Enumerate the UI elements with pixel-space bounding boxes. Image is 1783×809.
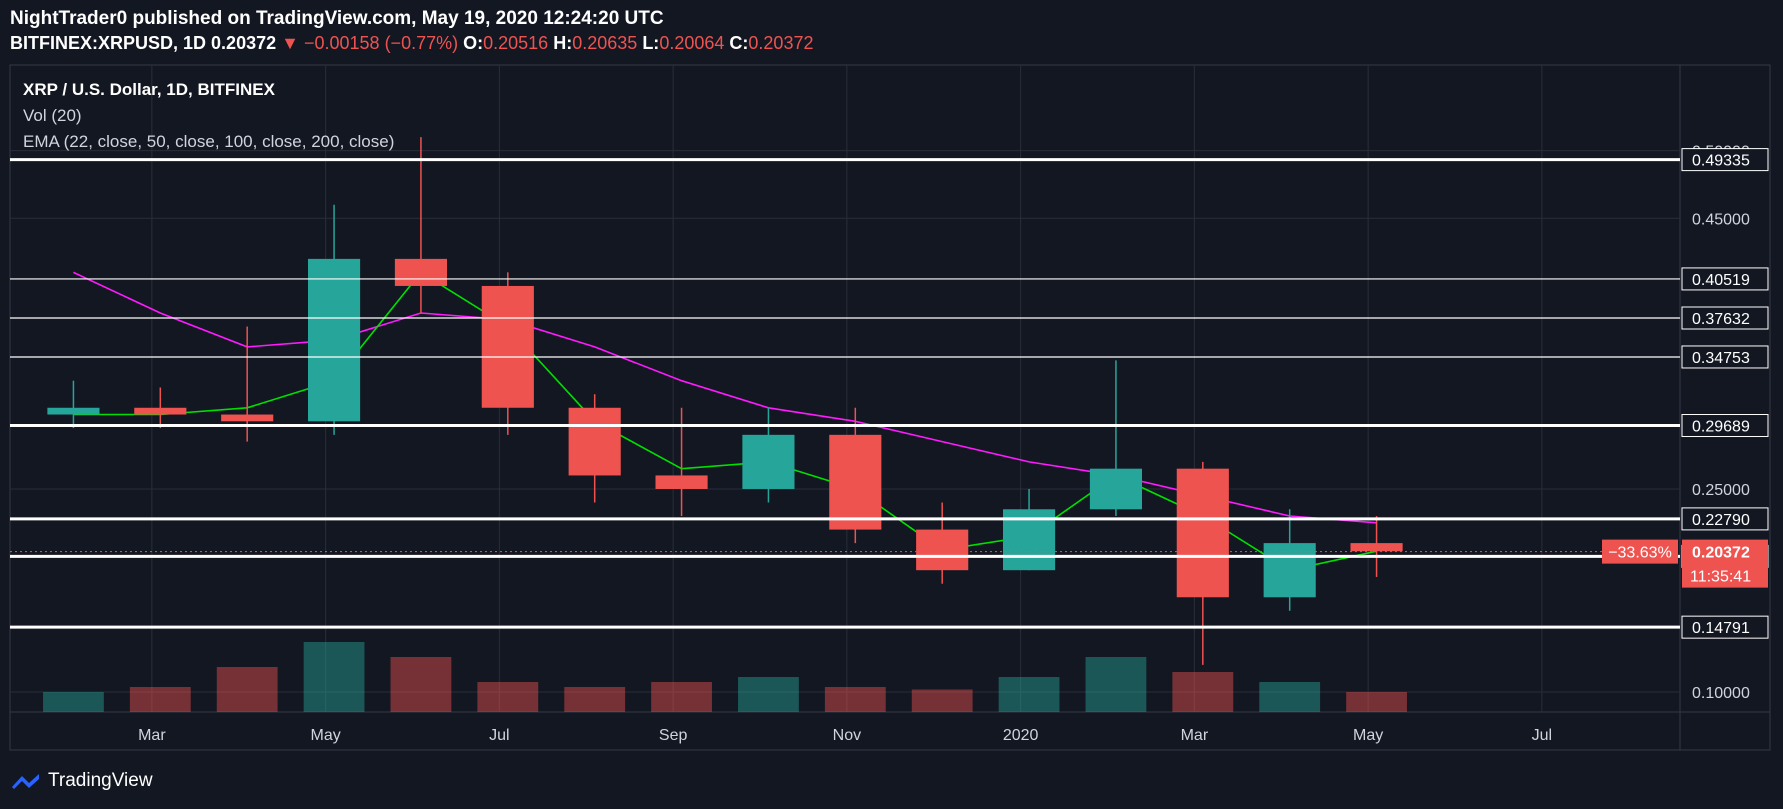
tradingview-logo-icon — [12, 774, 39, 789]
level-label-box — [1681, 345, 1769, 369]
x-tick-label: Jul — [1532, 727, 1552, 744]
percent-change-badge — [1602, 539, 1678, 564]
volume-bar — [911, 689, 973, 712]
footer-brand: TradingView — [48, 770, 153, 791]
x-tick-label: May — [1353, 727, 1383, 744]
down-triangle-icon: ▼ — [281, 33, 299, 53]
volume-bar — [564, 687, 626, 712]
countdown-text: 11:35:41 — [1690, 569, 1751, 586]
volume-bar — [1346, 692, 1407, 712]
y-tick-label: 0.10000 — [1692, 685, 1750, 702]
y-tick-label: 0.45000 — [1692, 211, 1750, 228]
level-label: 0.37632 — [1692, 311, 1750, 328]
volume-bar — [651, 682, 712, 712]
x-tick-label: 2020 — [1003, 727, 1039, 744]
level-label: 0.40519 — [1692, 272, 1750, 289]
volume-bar — [43, 692, 104, 712]
candle-body — [481, 285, 534, 408]
volume-bar — [390, 657, 452, 712]
close-label: C: — [729, 33, 749, 53]
candle-body — [134, 407, 187, 415]
current-price-badge — [1682, 539, 1768, 588]
volume-bar — [998, 677, 1060, 712]
candle-body — [394, 258, 447, 286]
x-tick-label: Mar — [1181, 727, 1209, 744]
candle-body — [221, 414, 274, 422]
y-tick-label: 0.25000 — [1692, 482, 1750, 499]
volume-bar — [1085, 657, 1147, 712]
close-value: 0.20372 — [748, 33, 814, 53]
open-label: O: — [463, 33, 484, 53]
candle-body — [47, 407, 100, 415]
high-value: 0.20635 — [572, 33, 638, 53]
symbol-label: BITFINEX:XRPUSD, 1D — [10, 33, 207, 53]
level-label: 0.49335 — [1692, 153, 1750, 170]
volume-bar — [1172, 672, 1234, 712]
volume-bar — [216, 667, 278, 712]
level-label: 0.22790 — [1692, 512, 1750, 529]
level-label-box — [1681, 414, 1769, 438]
current-price-text: 0.20372 — [1692, 545, 1750, 562]
symbol-ohlc-line: BITFINEX:XRPUSD, 1D 0.20372 ▼ −0.00158 (… — [10, 33, 813, 54]
publisher-line: NightTrader0 published on TradingView.co… — [10, 8, 664, 29]
level-label-box — [1681, 615, 1769, 639]
tradingview-footer[interactable]: TradingView — [10, 770, 153, 792]
volume-legend[interactable]: Vol (20) — [23, 106, 82, 125]
volume-bar — [824, 687, 886, 712]
level-label-box — [1681, 306, 1769, 330]
volume-bar — [477, 682, 539, 712]
candle-body — [1089, 468, 1142, 510]
ema-slow-line — [73, 271, 1377, 524]
candle-body — [1176, 468, 1229, 598]
candle-body — [1350, 543, 1403, 552]
candle-body — [829, 434, 882, 530]
x-tick-label: Mar — [138, 727, 166, 744]
volume-bar — [1259, 682, 1321, 712]
chart-title: XRP / U.S. Dollar, 1D, BITFINEX — [23, 80, 275, 99]
level-label-box — [1681, 148, 1769, 172]
last-price: 0.20372 — [211, 33, 277, 53]
x-tick-label: Sep — [659, 727, 688, 744]
level-label-box — [1681, 507, 1769, 531]
candle-body — [742, 434, 795, 489]
level-label: 0.14791 — [1692, 620, 1750, 637]
candle-body — [308, 258, 361, 422]
candle-body — [1263, 543, 1316, 598]
level-label: 0.34753 — [1692, 350, 1750, 367]
price-change: −0.00158 (−0.77%) — [303, 33, 459, 53]
low-value: 0.20064 — [659, 33, 725, 53]
percent-change-text: −33.63% — [1608, 545, 1672, 562]
candle-body — [655, 475, 708, 489]
high-label: H: — [553, 33, 573, 53]
ema-fast-line — [73, 271, 1377, 572]
ema-legend[interactable]: EMA (22, close, 50, close, 100, close, 2… — [23, 132, 395, 151]
level-label: 0.29689 — [1692, 419, 1750, 436]
x-tick-label: May — [311, 727, 341, 744]
candle-body — [916, 529, 969, 571]
x-tick-label: Nov — [833, 727, 861, 744]
level-label-box — [1681, 267, 1769, 291]
open-value: 0.20516 — [483, 33, 549, 53]
volume-bar — [303, 642, 365, 712]
low-label: L: — [642, 33, 660, 53]
volume-bar — [129, 687, 191, 712]
x-tick-label: Jul — [489, 727, 509, 744]
candle-body — [568, 407, 621, 476]
chart-frame — [9, 64, 1771, 751]
volume-bar — [738, 677, 799, 712]
